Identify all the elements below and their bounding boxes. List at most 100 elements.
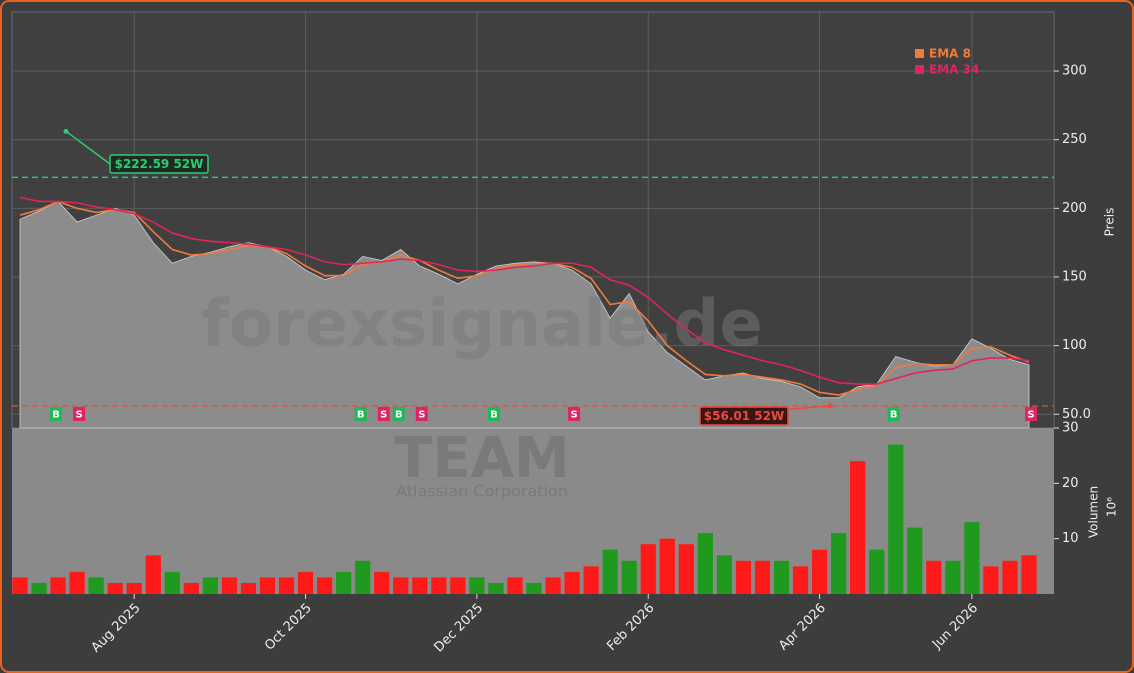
y-tick-label: 300 — [1062, 64, 1087, 79]
volume-bar — [526, 582, 542, 594]
volume-bar — [602, 549, 618, 594]
volume-bar — [164, 571, 180, 594]
signal-badge — [50, 407, 63, 421]
volume-bar — [564, 571, 580, 594]
y-axis-label: Preis — [1103, 208, 1117, 237]
legend-swatch — [915, 49, 924, 58]
annotation-box — [109, 154, 209, 174]
volume-bar — [716, 555, 733, 594]
annotation-arrow-head — [827, 403, 833, 409]
volume-bar — [336, 571, 352, 594]
signal-label: S — [1027, 410, 1034, 421]
volume-bar — [126, 582, 142, 594]
volume-bar — [259, 577, 276, 594]
volume-bar — [983, 566, 999, 594]
volume-bar — [145, 555, 161, 594]
volume-bar — [545, 577, 561, 594]
volume-bar — [964, 522, 980, 594]
volume-bar — [697, 533, 713, 594]
annotation-label: $56.01 52W — [704, 409, 784, 423]
volume-bar — [850, 461, 866, 594]
volume-bar — [869, 549, 885, 594]
signal-label: S — [570, 410, 577, 421]
volume-bar — [50, 577, 66, 594]
volume-bar — [792, 566, 809, 594]
volume-axis-label: Volumen — [1087, 486, 1101, 538]
volume-bar — [202, 577, 218, 594]
signal-badge — [1025, 407, 1037, 421]
volume-bar — [1021, 555, 1037, 594]
volume-bar — [773, 560, 790, 594]
watermark: forexsignale.de — [201, 288, 763, 362]
volume-bar — [31, 582, 47, 594]
legend-label: EMA 8 — [929, 47, 971, 61]
signal-label: S — [380, 410, 387, 421]
volume-bar — [888, 444, 904, 594]
signal-badge — [887, 407, 900, 421]
volume-bar — [12, 577, 28, 594]
y-tick-label: 100 — [1062, 338, 1087, 353]
y-tick-label: 150 — [1062, 269, 1087, 284]
signal-label: B — [357, 410, 365, 421]
volume-bar — [754, 560, 771, 594]
signal-label: B — [52, 410, 60, 421]
signal-label: B — [890, 410, 898, 421]
signal-label: B — [490, 410, 498, 421]
volume-bar — [431, 577, 447, 594]
volume-tick-label: 20 — [1062, 476, 1079, 491]
legend-label: EMA 34 — [929, 63, 979, 77]
annotation-box — [699, 406, 789, 426]
volume-tick-label: 30 — [1062, 421, 1079, 436]
volume-bar — [412, 577, 428, 594]
signal-label: B — [395, 410, 403, 421]
annotation-label: $222.59 52W — [115, 157, 204, 171]
signal-label: S — [418, 410, 425, 421]
signal-badge — [354, 407, 367, 421]
legend-swatch — [915, 65, 924, 74]
volume-bar — [945, 560, 961, 594]
volume-bar — [69, 571, 85, 594]
signal-badge — [392, 407, 405, 421]
volume-bar — [907, 527, 923, 594]
volume-bar — [831, 533, 847, 594]
volume-bar — [183, 582, 199, 594]
symbol-watermark: TEAM — [394, 426, 570, 491]
price-area — [19, 200, 1030, 429]
volume-bar — [926, 560, 942, 594]
volume-bar — [240, 582, 257, 594]
volume-bar — [107, 582, 123, 594]
signal-label: S — [76, 410, 83, 421]
volume-bar — [640, 544, 656, 594]
volume-bar — [659, 538, 675, 594]
volume-bar — [374, 571, 390, 594]
signal-badge — [568, 407, 581, 421]
volume-bar — [355, 560, 371, 594]
volume-bar — [1002, 560, 1018, 594]
volume-bar — [488, 582, 504, 594]
signal-badge — [487, 407, 500, 421]
signal-badge — [73, 407, 86, 421]
volume-bar — [316, 577, 333, 594]
volume-bar — [450, 577, 466, 594]
y-tick-label: 250 — [1062, 132, 1087, 147]
volume-bar — [88, 577, 104, 594]
annotation-arrow — [65, 130, 111, 165]
volume-bar — [678, 544, 694, 594]
signal-badge — [415, 407, 428, 421]
volume-bar — [811, 549, 828, 594]
volume-bar — [469, 577, 485, 594]
ema-line — [19, 200, 1030, 396]
volume-bar — [621, 560, 637, 594]
volume-bar — [221, 577, 238, 594]
signal-badge — [377, 407, 390, 421]
volume-bar — [507, 577, 523, 594]
company-watermark: Atlassian Corporation — [396, 482, 568, 501]
volume-bar — [583, 566, 599, 594]
y-tick-label: 50.0 — [1062, 407, 1091, 422]
y-tick-label: 200 — [1062, 201, 1087, 216]
ema-line — [19, 196, 1030, 385]
volume-bar — [278, 577, 295, 594]
volume-bar — [393, 577, 409, 594]
